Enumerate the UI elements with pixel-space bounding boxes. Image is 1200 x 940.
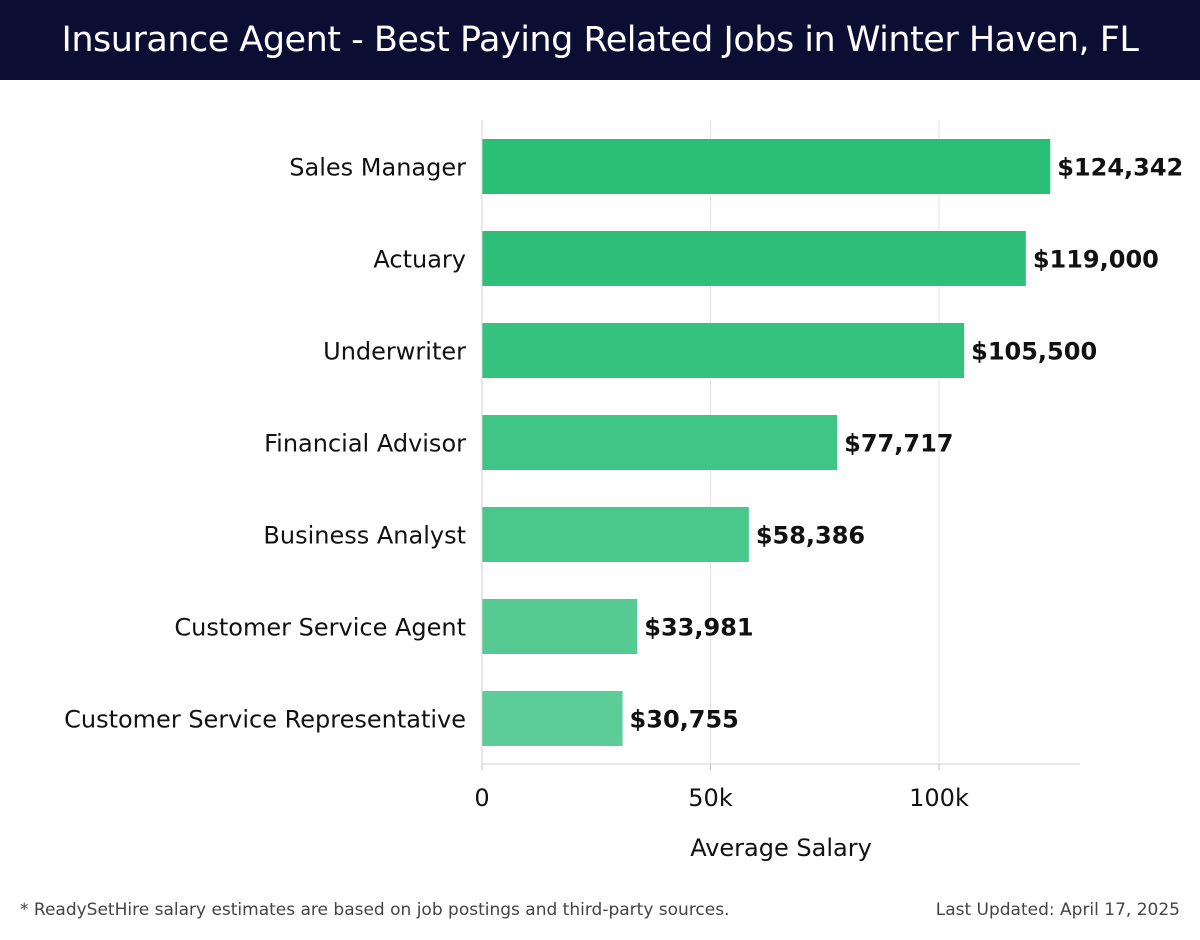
- category-label: Underwriter: [323, 338, 466, 366]
- footer-note: * ReadySetHire salary estimates are base…: [20, 900, 730, 920]
- bars: [482, 139, 1051, 746]
- x-tick-label: 0: [474, 784, 489, 812]
- bar-financial-advisor: [482, 415, 838, 470]
- category-label: Customer Service Agent: [174, 614, 466, 642]
- x-axis: 0 50k 100k Average Salary: [474, 120, 1080, 862]
- bar-actuary: [482, 231, 1026, 286]
- category-label: Financial Advisor: [264, 430, 466, 458]
- value-label: $33,981: [644, 614, 753, 642]
- x-tick-label: 50k: [688, 784, 733, 812]
- bar-underwriter: [482, 323, 965, 378]
- chart-title: Insurance Agent - Best Paying Related Jo…: [61, 20, 1139, 60]
- bar-customer-service-representative: [482, 691, 623, 746]
- bar-business-analyst: [482, 507, 749, 562]
- value-label: $77,717: [844, 430, 953, 458]
- category-label: Actuary: [373, 246, 466, 274]
- chart-header: Insurance Agent - Best Paying Related Jo…: [0, 0, 1200, 80]
- bar-customer-service-agent: [482, 599, 638, 654]
- category-label: Sales Manager: [289, 154, 466, 182]
- bar-sales-manager: [482, 139, 1051, 194]
- last-updated: Last Updated: April 17, 2025: [935, 900, 1180, 920]
- value-labels: $124,342 $119,000 $105,500 $77,717 $58,386 $3…: [630, 154, 1184, 734]
- value-label: $105,500: [971, 338, 1097, 366]
- category-label: Customer Service Representative: [64, 706, 466, 734]
- value-label: $124,342: [1057, 154, 1183, 182]
- category-label: Business Analyst: [263, 522, 466, 550]
- x-tick-label: 100k: [909, 784, 969, 812]
- bar-chart: $124,342 $119,000 $105,500 $77,717 $58,386 $3…: [64, 120, 1184, 862]
- value-label: $58,386: [756, 522, 865, 550]
- x-axis-title: Average Salary: [690, 834, 872, 862]
- category-labels: Sales Manager Actuary Underwriter Financial…: [64, 154, 466, 734]
- value-label: $30,755: [630, 706, 739, 734]
- value-label: $119,000: [1033, 246, 1159, 274]
